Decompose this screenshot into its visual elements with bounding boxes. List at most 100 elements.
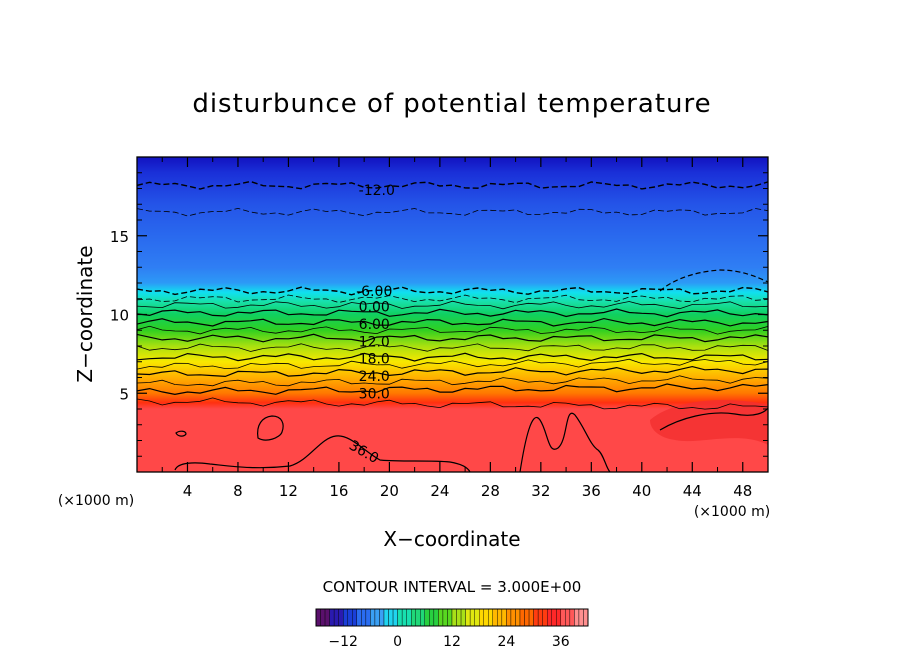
colorbar-cell <box>343 608 348 627</box>
contour-line <box>137 383 768 396</box>
contour-line <box>137 352 768 362</box>
colorbar-cell <box>420 608 425 627</box>
colorbar-cell <box>469 608 475 627</box>
x-tick-label: 32 <box>531 482 550 500</box>
x-tick-label: 40 <box>632 482 651 500</box>
colorbar-cell <box>320 608 326 627</box>
colorbar-cell <box>429 608 435 627</box>
colorbar-cell <box>415 608 421 627</box>
contour-label: 18.0 <box>359 352 390 368</box>
contour-line <box>137 325 768 335</box>
x-axis-ticks: 4 8 12 16 20 24 28 32 36 40 44 48 <box>161 157 752 500</box>
colorbar-cell <box>510 608 516 627</box>
colorbar-cell <box>565 608 571 627</box>
colorbar-cell <box>356 608 362 627</box>
colorbar-cell <box>528 608 534 627</box>
x-tick-label: 16 <box>329 482 348 500</box>
colorbar-cell <box>315 608 321 627</box>
colorbar: −12 0 12 24 36 <box>315 608 589 650</box>
colorbar-cell <box>406 608 412 627</box>
colorbar-cell <box>456 608 462 627</box>
colorbar-cell <box>542 608 548 627</box>
contour-lines <box>137 180 768 410</box>
x-tick-label: 12 <box>279 482 298 500</box>
colorbar-cell <box>361 608 367 627</box>
colorbar-cell <box>501 608 507 627</box>
contour-warm-pocket-left <box>257 415 284 441</box>
colorbar-cell <box>433 608 439 627</box>
contour-bottom-36 <box>174 435 471 472</box>
contour-upper-right-loop <box>659 269 768 292</box>
contour-small-loop <box>175 430 187 437</box>
contour-line <box>137 397 768 410</box>
colorbar-tick-label: 36 <box>552 634 570 650</box>
colorbar-cells <box>315 608 589 627</box>
colorbar-frame <box>315 608 589 627</box>
colorbar-cell <box>574 608 580 627</box>
colorbar-cell <box>465 608 471 627</box>
contour-label: 0.00 <box>359 300 390 316</box>
colorbar-cell <box>519 608 525 627</box>
colorbar-cell <box>392 608 398 627</box>
contour-line <box>137 207 768 217</box>
chart-title: disturbunce of potential temperature <box>192 89 711 119</box>
colorbar-cell <box>483 608 489 627</box>
colorbar-cell <box>383 608 389 627</box>
colorbar-cell <box>374 608 380 627</box>
colorbar-cell <box>556 608 561 627</box>
colorbar-cell <box>451 608 457 627</box>
x-tick-label: 4 <box>183 482 193 500</box>
y-axis-ticks: 5 10 15 <box>110 172 768 457</box>
colorbar-cell <box>547 608 552 627</box>
colorbar-cell <box>379 608 385 627</box>
colorbar-cell <box>411 608 416 627</box>
colorbar-cell <box>401 608 407 627</box>
contour-line <box>137 180 768 190</box>
y-tick-label: 15 <box>110 228 129 246</box>
contour-closed-lines <box>174 269 768 472</box>
contour-line <box>137 333 768 343</box>
colorbar-tick-label: 24 <box>497 634 515 650</box>
colorbar-cell <box>533 608 539 627</box>
contour-line <box>137 343 768 352</box>
colorbar-tick-label: 0 <box>393 634 402 650</box>
colorbar-cell <box>333 608 339 627</box>
colorbar-cell <box>370 608 376 627</box>
contour-line <box>137 365 768 378</box>
x-tick-label: 24 <box>430 482 449 500</box>
colorbar-tick-label: −12 <box>328 634 358 650</box>
colorbar-cell <box>365 608 371 627</box>
contour-line <box>137 294 768 304</box>
colorbar-cell <box>338 608 344 627</box>
colorbar-cell <box>438 608 444 627</box>
colorbar-cell <box>352 608 357 627</box>
y-tick-label: 5 <box>119 385 129 403</box>
warm-blob-right <box>650 400 768 445</box>
contour-line <box>137 317 768 327</box>
y-tick-label: 10 <box>110 307 129 325</box>
contour-label: -6.00 <box>356 284 392 300</box>
colorbar-cell <box>583 608 589 627</box>
colorbar-cell <box>447 608 453 627</box>
colorbar-cell <box>474 608 480 627</box>
colorbar-cell <box>388 608 394 627</box>
contour-label: -12.0 <box>359 183 395 199</box>
colorbar-cell <box>524 608 530 627</box>
colorbar-cell <box>551 608 557 627</box>
x-axis-unit-right: (×1000 m) <box>694 504 770 520</box>
colorbar-cell <box>497 608 503 627</box>
colorbar-cell <box>347 608 353 627</box>
colorbar-cell <box>506 608 512 627</box>
colorbar-cell <box>578 608 584 627</box>
colorbar-cell <box>515 608 521 627</box>
x-tick-label: 36 <box>582 482 601 500</box>
contour-interval-text: CONTOUR INTERVAL = 3.000E+00 <box>323 578 582 596</box>
contour-label: 6.00 <box>359 317 390 333</box>
x-tick-label: 48 <box>733 482 752 500</box>
colorbar-cell <box>560 608 566 627</box>
contour-warm-pocket-right <box>659 407 768 431</box>
colorbar-cell <box>537 608 543 627</box>
x-axis-label: X−coordinate <box>383 527 520 551</box>
colorbar-cell <box>397 608 403 627</box>
